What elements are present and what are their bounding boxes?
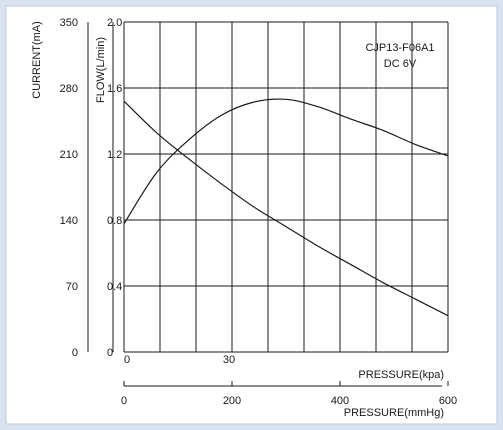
x-axis-title-mmhg: PRESSURE(mmHg) [344,407,444,419]
annotation-voltage: DC 6V [384,58,417,70]
flow-axis-title: FLOW(L/min) [95,37,107,103]
x-axis-title-kpa: PRESSURE(kpa) [358,369,444,381]
mmhg-tick-label: 600 [439,395,457,407]
current-tick-label: 210 [60,149,78,161]
flow-tick-label: 2.0 [107,17,122,29]
axes [87,22,449,387]
flow-tick-label: 0 [107,347,113,359]
current-tick-label: 70 [66,281,78,293]
kpa-tick-label: 0 [124,354,130,366]
current-tick-label: 350 [60,17,78,29]
mmhg-tick-label: 200 [223,395,241,407]
grid [123,21,449,353]
current-tick-label: 140 [60,215,78,227]
current-tick-label: 280 [60,83,78,95]
flow-tick-label: 0.4 [107,281,122,293]
flow-tick-label: 1.6 [107,83,122,95]
mmhg-tick-label: 0 [121,395,127,407]
annotation-model: CJP13-F06A1 [365,42,434,54]
kpa-tick-label: 30 [223,354,235,366]
chart-panel [5,5,498,425]
current-axis-title: CURRENT(mA) [31,21,43,99]
flow-tick-label: 0.8 [107,215,122,227]
current-tick-label: 0 [72,347,78,359]
current-series-line [123,98,449,225]
mmhg-tick-label: 400 [331,395,349,407]
flow-tick-label: 1.2 [107,149,122,161]
flow-series-line [123,100,449,317]
series-group [123,98,449,317]
